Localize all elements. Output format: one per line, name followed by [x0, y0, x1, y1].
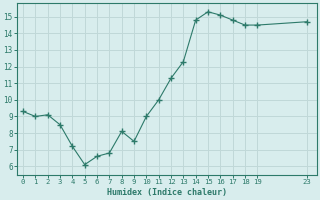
- X-axis label: Humidex (Indice chaleur): Humidex (Indice chaleur): [107, 188, 227, 197]
